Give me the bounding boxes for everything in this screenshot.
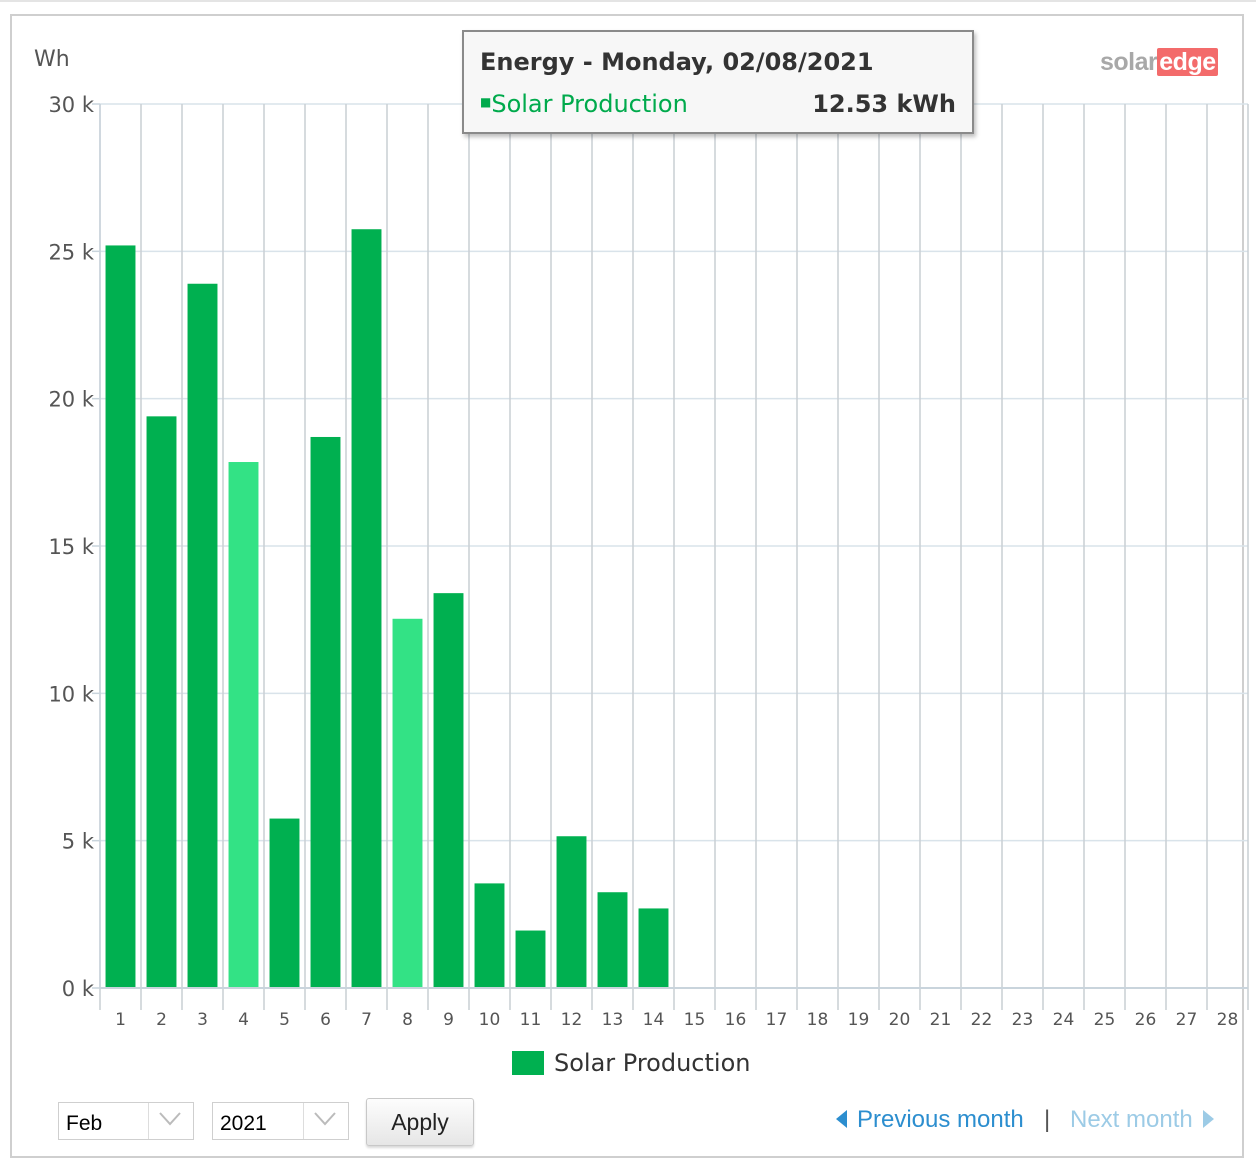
arrow-left-icon	[836, 1109, 847, 1128]
y-tick-label: 20 k	[48, 388, 94, 412]
x-tick-label: 2	[156, 1010, 167, 1030]
next-month-link[interactable]: Next month	[1070, 1106, 1214, 1134]
bar-day-2[interactable]	[146, 416, 177, 988]
bar-day-8[interactable]	[392, 618, 423, 988]
bar-day-10[interactable]	[474, 883, 505, 988]
x-tick-label: 26	[1135, 1010, 1157, 1030]
x-tick-label: 10	[479, 1010, 501, 1030]
x-tick-label: 8	[402, 1010, 413, 1030]
series-marker-icon: ■	[480, 95, 492, 109]
bar-day-5[interactable]	[269, 818, 300, 988]
y-tick-label: 15 k	[48, 535, 94, 559]
tooltip-series-label: Solar Production	[491, 90, 688, 118]
x-tick-label: 11	[520, 1010, 542, 1030]
logo-edge: edge	[1157, 48, 1218, 76]
bar-day-6[interactable]	[310, 436, 341, 988]
x-tick-label: 12	[561, 1010, 583, 1030]
x-tick-label: 22	[971, 1010, 993, 1030]
bar-day-13[interactable]	[597, 892, 628, 988]
x-tick-label: 14	[643, 1010, 665, 1030]
logo-solar: solar	[1100, 48, 1158, 76]
x-tick-label: 17	[766, 1010, 788, 1030]
bars-layer	[105, 229, 669, 988]
bar-day-12[interactable]	[556, 836, 587, 988]
solaredge-logo: solaredge	[1100, 48, 1218, 77]
y-axis-title: Wh	[34, 47, 70, 72]
nav-separator: |	[1044, 1106, 1051, 1133]
legend-swatch	[512, 1051, 544, 1075]
x-tick-label: 20	[889, 1010, 911, 1030]
x-tick-label: 18	[807, 1010, 829, 1030]
y-tick-label: 30 k	[48, 93, 94, 117]
chevron-down-icon	[159, 1112, 181, 1126]
x-axis: 1 2 3 4 5 6 7 8 9 10 11 12 13 14 15 16 17 18 19 20 21 22 23 24 2…	[100, 987, 1248, 1030]
x-tick-label: 27	[1176, 1010, 1198, 1030]
select-divider	[148, 1103, 149, 1139]
x-tick-label: 28	[1217, 1010, 1239, 1030]
chevron-down-icon	[314, 1112, 336, 1126]
x-tick-label: 4	[238, 1010, 249, 1030]
x-tick-label: 5	[279, 1010, 290, 1030]
grid-layer	[99, 103, 1249, 1010]
y-tick-label: 5 k	[62, 830, 95, 854]
bar-day-4[interactable]	[228, 462, 259, 988]
next-month-label: Next month	[1070, 1106, 1193, 1133]
bar-day-1[interactable]	[105, 245, 136, 988]
x-tick-label: 7	[361, 1010, 372, 1030]
tooltip-value: 12.53 kWh	[812, 90, 956, 118]
y-tick-label: 0 k	[62, 977, 95, 1001]
year-select-value: 2021	[220, 1112, 267, 1135]
month-select[interactable]: Feb	[58, 1102, 194, 1140]
x-tick-label: 24	[1053, 1010, 1075, 1030]
x-tick-label: 1	[115, 1010, 126, 1030]
x-tick-label: 25	[1094, 1010, 1116, 1030]
x-tick-label: 3	[197, 1010, 208, 1030]
x-tick-label: 19	[848, 1010, 870, 1030]
y-axis: 0 k 5 k 10 k 15 k 20 k 25 k 30 k	[48, 93, 101, 1001]
tooltip-series: ■Solar Production	[480, 90, 688, 118]
chart-frame	[10, 14, 1244, 1158]
select-divider	[303, 1103, 304, 1139]
bar-day-14[interactable]	[638, 908, 669, 988]
previous-month-link[interactable]: Previous month	[836, 1106, 1024, 1134]
y-tick-label: 25 k	[48, 240, 94, 264]
x-tick-label: 9	[443, 1010, 454, 1030]
bar-day-11[interactable]	[515, 930, 546, 988]
previous-month-label: Previous month	[857, 1106, 1024, 1133]
bar-day-9[interactable]	[433, 593, 464, 988]
y-tick-label: 10 k	[48, 682, 94, 706]
x-tick-label: 21	[930, 1010, 952, 1030]
x-tick-label: 6	[320, 1010, 331, 1030]
legend-label: Solar Production	[554, 1049, 751, 1077]
arrow-right-icon	[1202, 1109, 1214, 1128]
energy-bar-chart: 0 k5 k10 k15 k20 k25 k30 k 1 2 3 4 5 6 7 8 9 10 11…	[34, 47, 1249, 1030]
bar-day-3[interactable]	[187, 283, 218, 988]
top-border	[0, 0, 1256, 2]
apply-button[interactable]: Apply	[366, 1098, 474, 1146]
month-select-value: Feb	[66, 1112, 103, 1135]
x-tick-label: 15	[684, 1010, 706, 1030]
x-tick-label: 13	[602, 1010, 624, 1030]
year-select[interactable]: 2021	[212, 1102, 349, 1140]
x-tick-label: 16	[725, 1010, 747, 1030]
bar-day-7[interactable]	[351, 229, 382, 988]
tooltip-title: Energy - Monday, 02/08/2021	[480, 48, 874, 76]
legend[interactable]: Solar Production	[512, 1049, 750, 1077]
tooltip: Energy - Monday, 02/08/2021 ■Solar Produ…	[462, 30, 974, 134]
x-tick-label: 23	[1012, 1010, 1034, 1030]
